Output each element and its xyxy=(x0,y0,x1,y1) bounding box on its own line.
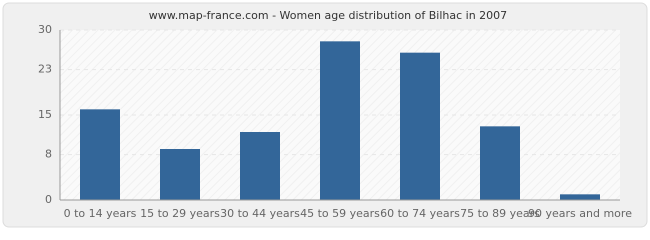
bar xyxy=(560,194,600,200)
x-tick-label: 90 years and more xyxy=(528,207,632,220)
bar xyxy=(320,41,360,201)
y-tick-label: 30 xyxy=(38,23,52,36)
y-tick-label: 8 xyxy=(45,148,52,161)
x-tick-label: 75 to 89 years xyxy=(460,207,540,220)
bar xyxy=(480,126,520,200)
x-tick-label: 0 to 14 years xyxy=(64,207,137,220)
x-tick-label: 15 to 29 years xyxy=(140,207,220,220)
chart: www.map-france.com - Women age distribut… xyxy=(2,2,648,228)
bar xyxy=(240,132,280,200)
x-tick-label: 60 to 74 years xyxy=(380,207,460,220)
bar xyxy=(160,149,200,200)
bar xyxy=(400,52,440,200)
x-tick-label: 30 to 44 years xyxy=(220,207,300,220)
bar xyxy=(80,109,120,200)
y-tick-label: 0 xyxy=(45,193,52,206)
y-tick-label: 15 xyxy=(38,108,52,121)
x-tick-label: 45 to 59 years xyxy=(300,207,380,220)
chart-title: www.map-france.com - Women age distribut… xyxy=(149,9,507,22)
y-tick-label: 23 xyxy=(38,63,52,76)
page: {"chart_data": {"type": "bar", "title": … xyxy=(2,2,648,228)
